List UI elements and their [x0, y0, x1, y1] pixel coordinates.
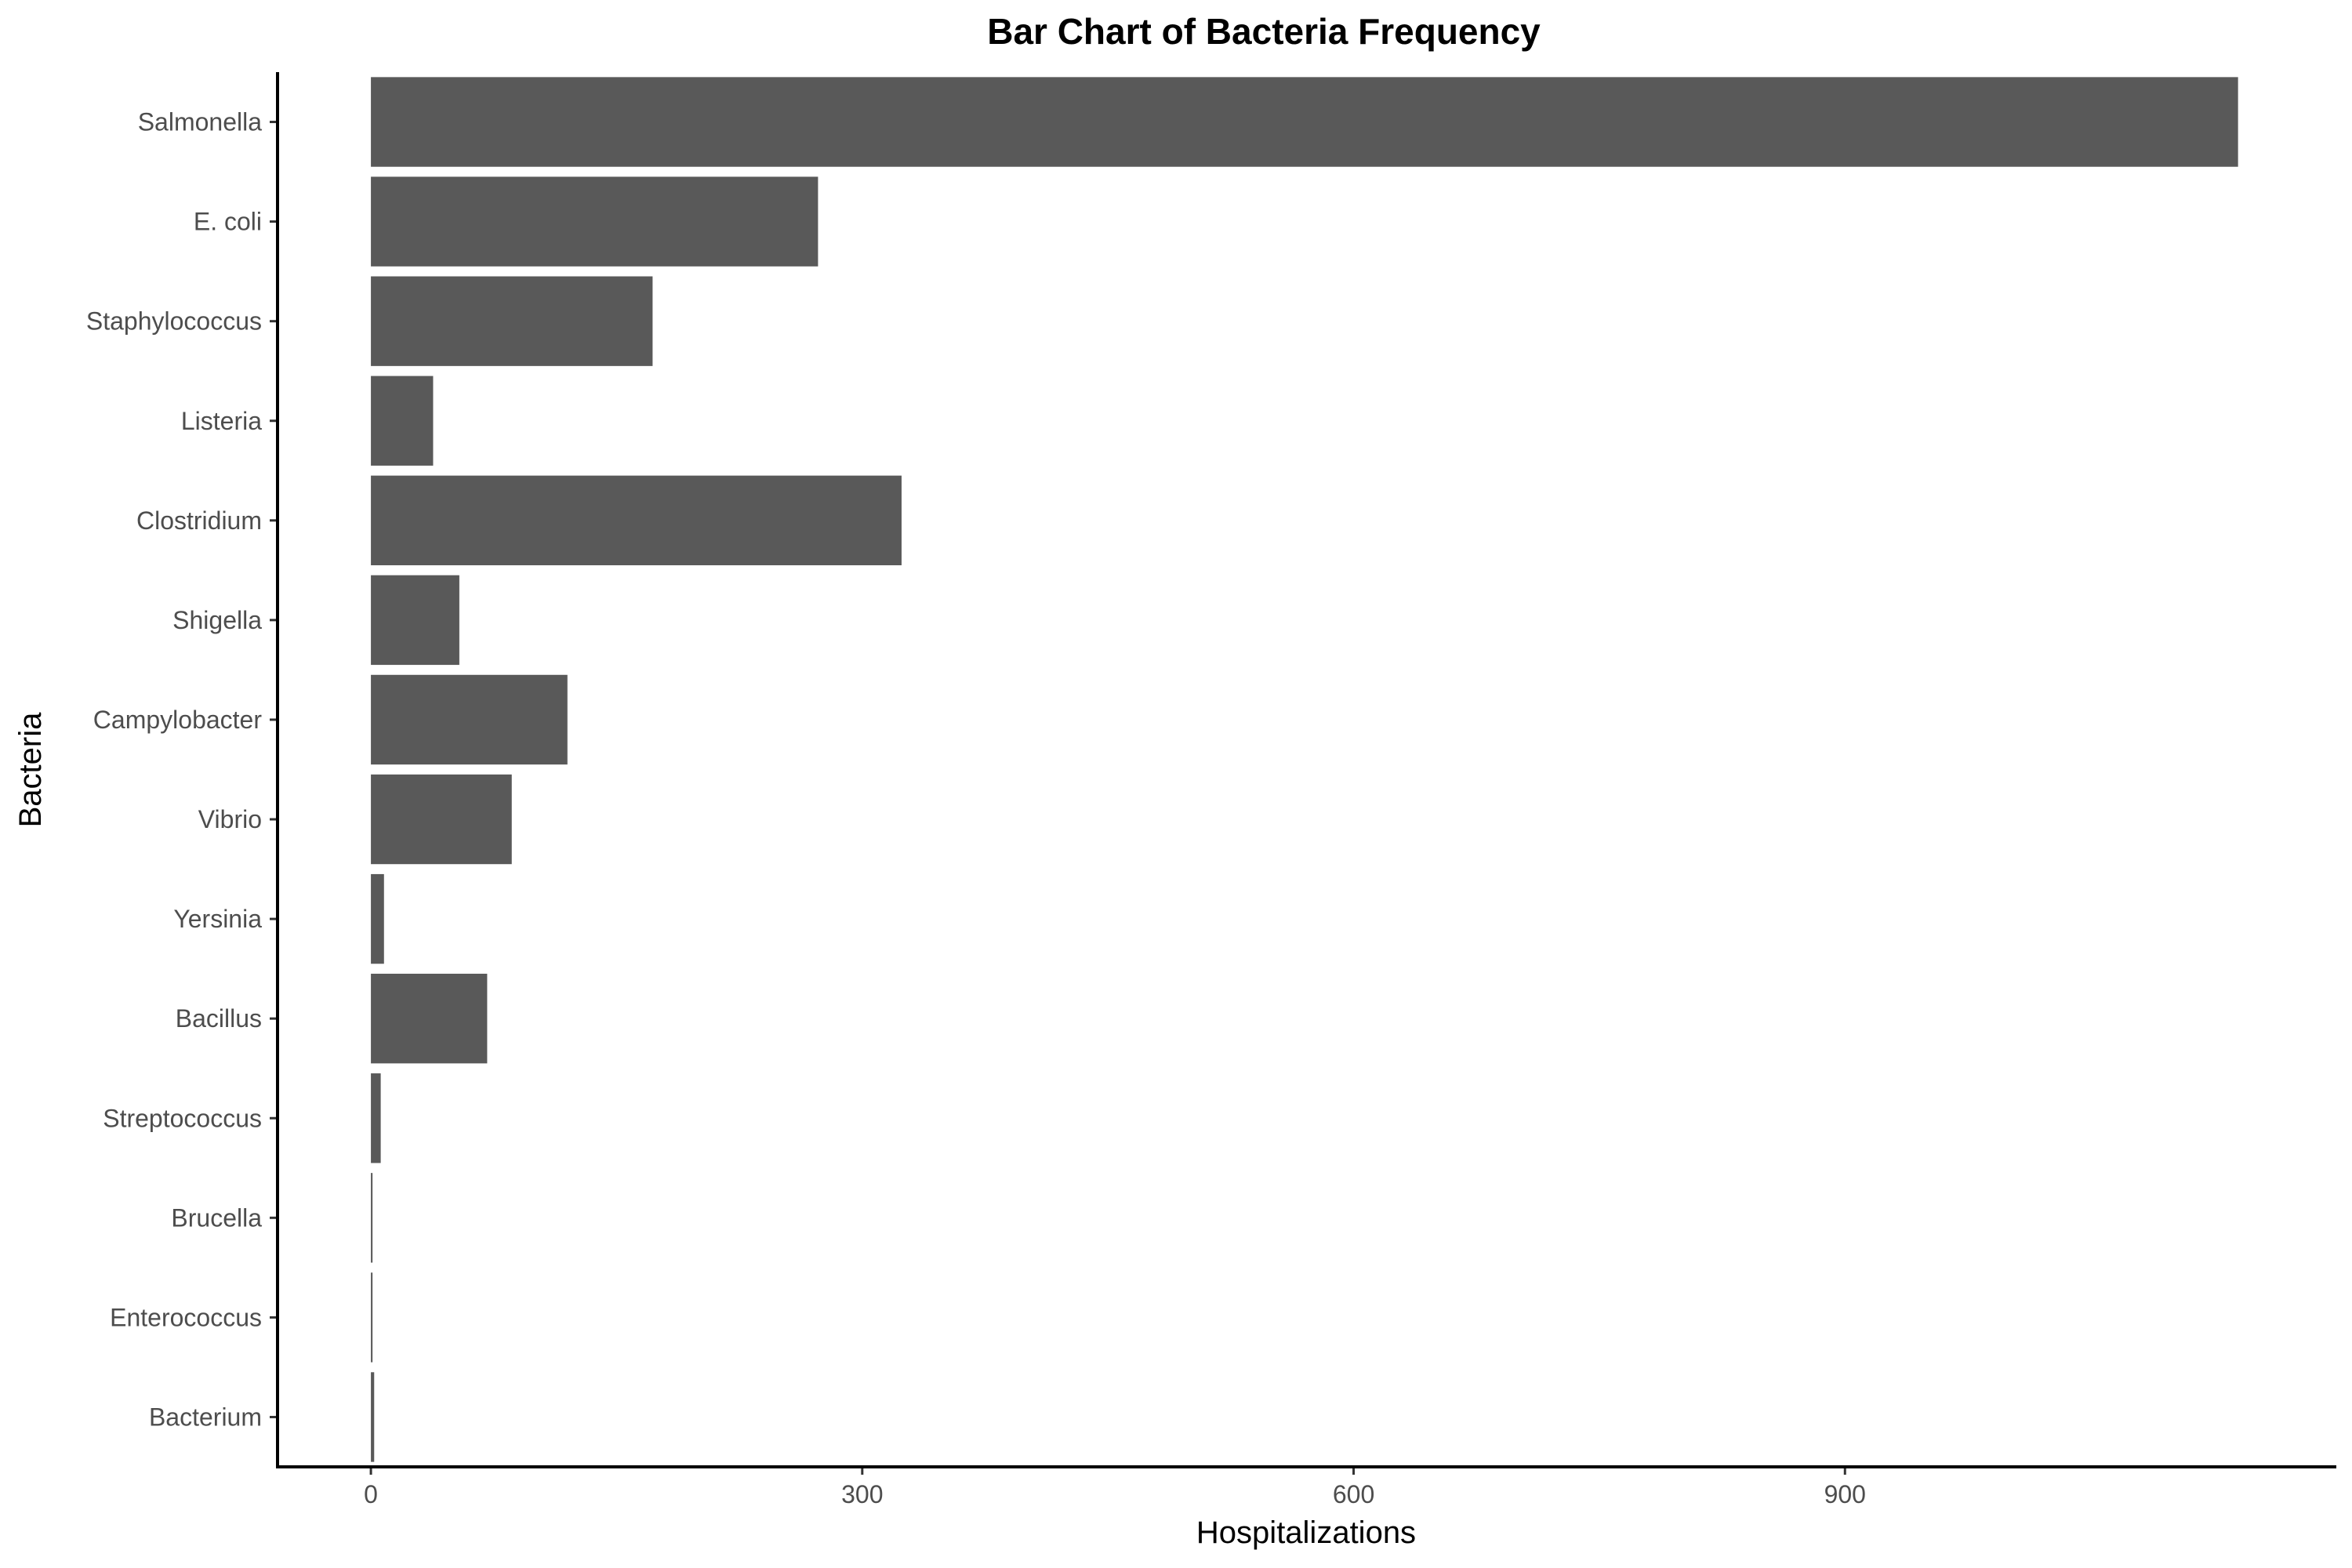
bar-brucella	[371, 1173, 373, 1263]
y-tick-label-listeria: Listeria	[181, 407, 262, 435]
bar-e-coli	[371, 176, 818, 267]
bar-streptococcus	[371, 1073, 381, 1163]
bars-layer	[371, 77, 2238, 1462]
bar-yersinia	[371, 873, 384, 964]
x-tick-label-600: 600	[1333, 1480, 1374, 1508]
bar-staphylococcus	[371, 276, 653, 366]
x-axis-title: Hospitalizations	[1196, 1515, 1416, 1550]
y-tick-label-bacillus: Bacillus	[176, 1004, 262, 1033]
x-tick-label-900: 900	[1824, 1480, 1866, 1508]
y-tick-label-clostridium: Clostridium	[136, 506, 262, 535]
bar-vibrio	[371, 774, 512, 865]
y-axis-title: Bacteria	[13, 712, 48, 827]
y-axis-ticks: Salmonella E. coli Staphylococcus Listeria C…	[86, 108, 278, 1431]
y-tick-label-enterococcus: Enterococcus	[110, 1303, 262, 1331]
bar-enterococcus	[371, 1272, 373, 1363]
chart-title: Bar Chart of Bacteria Frequency	[987, 11, 1541, 52]
y-tick-label-bacterium: Bacterium	[149, 1403, 262, 1431]
x-axis-ticks: 0 300 600 900	[364, 1467, 1866, 1508]
x-tick-label-0: 0	[364, 1480, 378, 1508]
y-tick-label-staphylococcus: Staphylococcus	[86, 307, 262, 336]
y-tick-label-salmonella: Salmonella	[138, 108, 263, 136]
bar-listeria	[371, 376, 434, 466]
x-tick-label-300: 300	[841, 1480, 883, 1508]
bar-salmonella	[371, 77, 2238, 167]
y-tick-label-campylobacter: Campylobacter	[93, 706, 263, 734]
bar-bacterium	[371, 1372, 375, 1462]
bar-campylobacter	[371, 674, 568, 765]
y-tick-label-streptococcus: Streptococcus	[103, 1104, 262, 1132]
bar-bacillus	[371, 973, 488, 1064]
y-tick-label-vibrio: Vibrio	[198, 805, 262, 833]
y-tick-label-yersinia: Yersinia	[173, 905, 262, 933]
y-tick-label-shigella: Shigella	[172, 606, 262, 634]
y-tick-label-brucella: Brucella	[171, 1203, 262, 1232]
y-tick-label-e-coli: E. coli	[194, 208, 262, 236]
bar-clostridium	[371, 475, 902, 566]
bar-shigella	[371, 575, 459, 666]
